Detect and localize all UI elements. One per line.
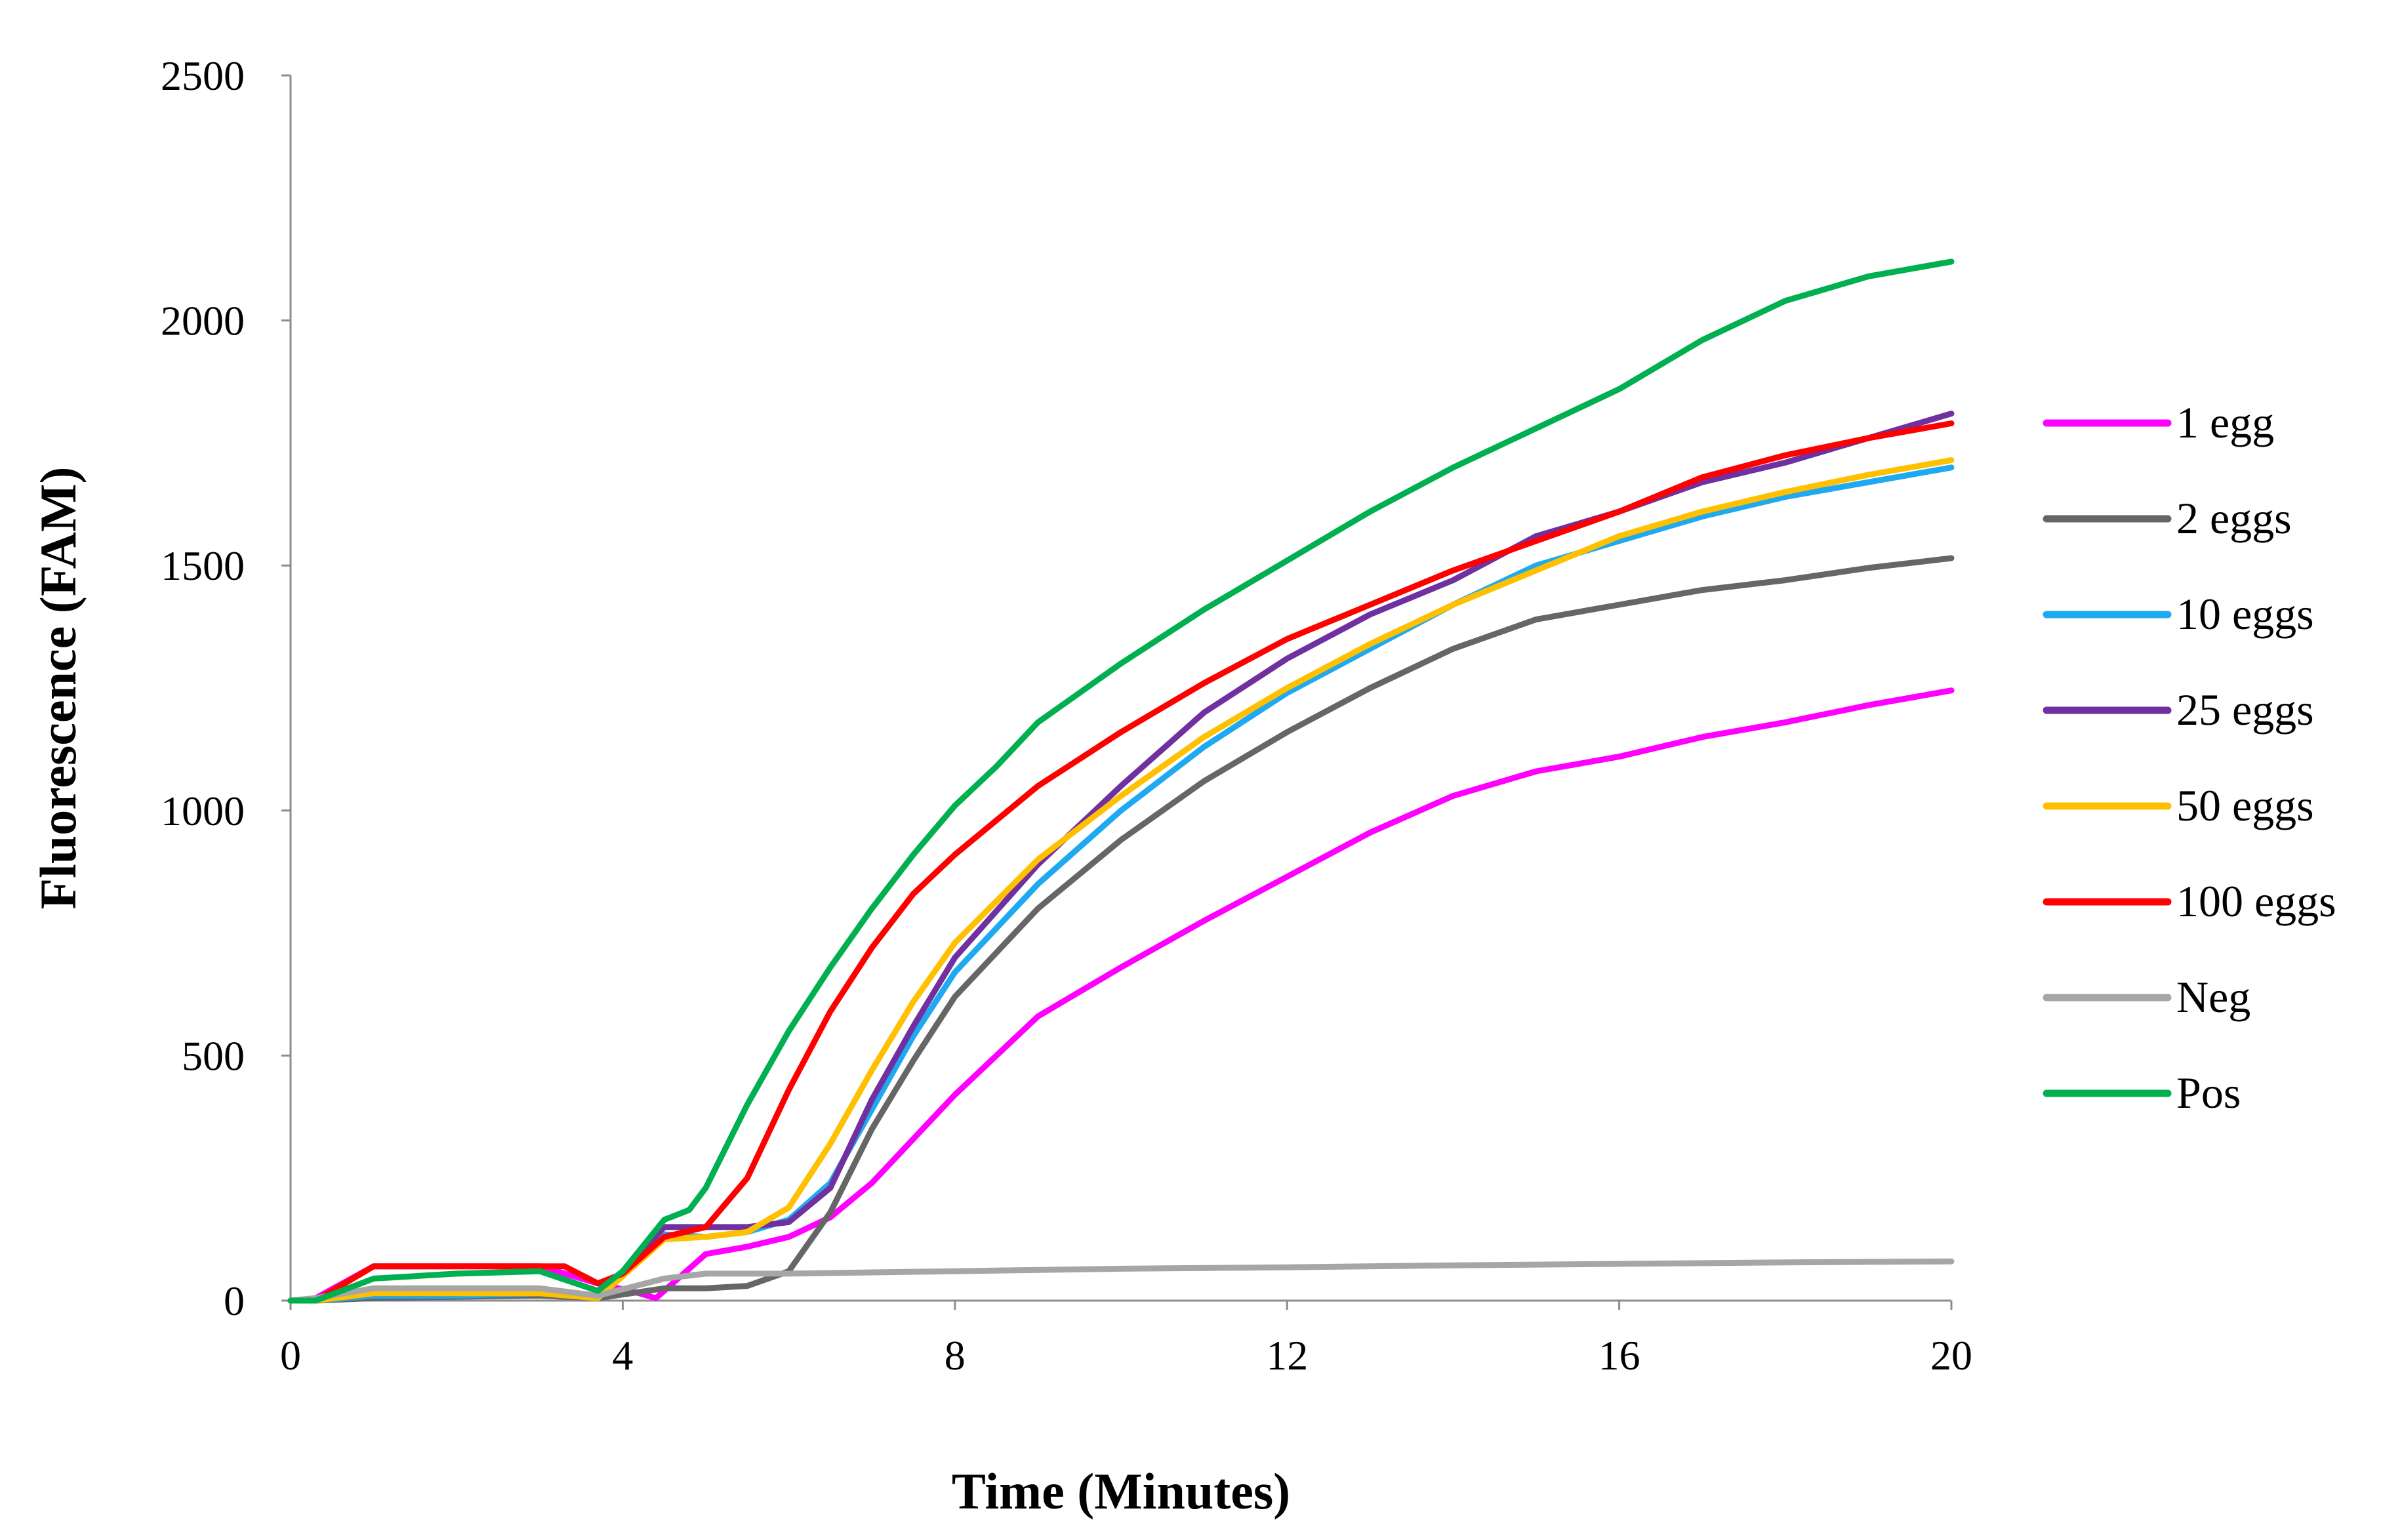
legend-label: 1 egg: [2176, 397, 2274, 447]
y-axis-title: Fluorescence (FAM): [30, 467, 87, 910]
series-line-25-eggs: [287, 411, 1955, 1304]
legend-label: 25 eggs: [2176, 685, 2314, 735]
legend: 1 egg 2 eggs 10 eggs 25 eggs 50 eggs 100 eggs…: [2043, 397, 2336, 1118]
x-tick-label: 12: [1266, 1332, 1308, 1379]
legend-label: 10 eggs: [2176, 589, 2314, 639]
x-tick-label: 4: [612, 1332, 633, 1379]
axes: [289, 75, 1951, 1302]
y-tick-label: 0: [224, 1278, 245, 1324]
series-line-50-eggs: [287, 457, 1955, 1304]
legend-label: 100 eggs: [2176, 876, 2336, 926]
series-line-1-egg: [287, 687, 1955, 1304]
data-series: [287, 258, 1955, 1304]
series-line-100-eggs: [287, 420, 1955, 1304]
y-tick-label: 2500: [161, 52, 245, 99]
legend-item-25-eggs: 25 eggs: [2043, 685, 2314, 735]
x-tick-label: 8: [945, 1332, 966, 1379]
series-line-2-eggs: [287, 555, 1955, 1304]
y-tick-label: 1500: [161, 542, 245, 589]
y-axis-ticks: 0 500 1000 1500 2000 2500: [161, 52, 291, 1324]
series-line-pos: [287, 258, 1955, 1304]
y-tick-label: 1000: [161, 788, 245, 834]
legend-item-100-eggs: 100 eggs: [2043, 876, 2336, 926]
legend-item-10-eggs: 10 eggs: [2043, 589, 2314, 639]
y-tick-label: 500: [182, 1032, 245, 1079]
legend-item-2-eggs: 2 eggs: [2043, 493, 2292, 543]
legend-label: Pos: [2176, 1068, 2241, 1118]
legend-label: 2 eggs: [2176, 493, 2292, 543]
x-tick-label: 16: [1598, 1332, 1640, 1379]
legend-label: 50 eggs: [2176, 780, 2314, 830]
x-tick-label: 20: [1930, 1332, 1972, 1379]
legend-label: Neg: [2176, 972, 2250, 1022]
legend-item-neg: Neg: [2043, 972, 2250, 1022]
legend-item-50-eggs: 50 eggs: [2043, 780, 2314, 830]
legend-item-1-egg: 1 egg: [2043, 397, 2274, 447]
y-tick-label: 2000: [161, 298, 245, 344]
x-tick-label: 0: [280, 1332, 301, 1379]
series-line-neg: [287, 1258, 1955, 1304]
x-axis-ticks: 0 4 8 12 16 20: [280, 1301, 1972, 1379]
x-axis-title: Time (Minutes): [952, 1463, 1290, 1520]
legend-item-pos: Pos: [2043, 1068, 2241, 1118]
